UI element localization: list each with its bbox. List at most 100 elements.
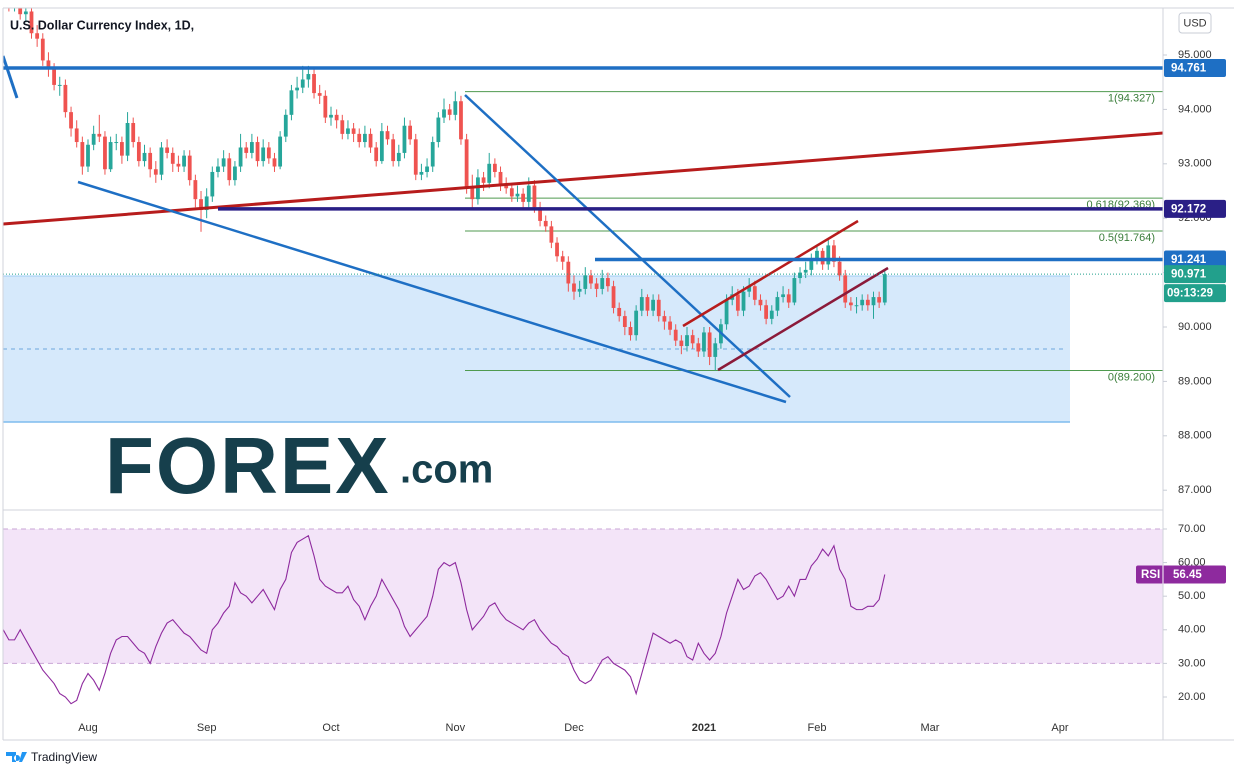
candle-body xyxy=(317,93,322,96)
candle-body xyxy=(589,275,593,284)
candle-body xyxy=(86,144,90,167)
candle-body xyxy=(594,283,599,289)
candle-body xyxy=(221,158,226,167)
candle-body xyxy=(781,294,785,298)
trendline xyxy=(3,55,19,99)
candle-body xyxy=(210,171,215,197)
candle-body xyxy=(656,299,661,317)
candle-body xyxy=(391,139,396,162)
candle-body xyxy=(628,326,633,336)
candle-body xyxy=(509,188,514,197)
candle-body xyxy=(600,278,605,289)
candle-body xyxy=(871,297,876,306)
rsi-tag-name: RSI xyxy=(1141,569,1160,581)
candle-body xyxy=(413,139,418,175)
candle-body xyxy=(289,90,294,115)
drawings xyxy=(3,275,1070,423)
candle-body xyxy=(216,166,220,172)
candle-body xyxy=(74,128,79,143)
candle-body xyxy=(758,299,763,306)
watermark-brand: FOREX xyxy=(105,421,391,510)
currency-label[interactable]: USD xyxy=(1183,17,1206,29)
candle-body xyxy=(165,147,170,153)
price-tick-label: 87.000 xyxy=(1178,484,1212,496)
candle-body xyxy=(103,136,107,170)
candle-body xyxy=(702,332,706,352)
candle-body xyxy=(854,305,859,307)
candle-body xyxy=(18,8,23,15)
chart-title: U.S. Dollar Currency Index, 1D, xyxy=(10,18,194,32)
candle-body xyxy=(447,109,452,115)
price-tick-label: 89.000 xyxy=(1178,375,1212,387)
currency-button[interactable] xyxy=(1178,12,1212,34)
x-tick-label: Oct xyxy=(322,722,339,734)
candle-body xyxy=(882,274,887,303)
candle-body xyxy=(826,245,831,265)
candle-body xyxy=(46,60,51,69)
candle-body xyxy=(668,321,672,330)
candle-body xyxy=(238,147,243,167)
candles xyxy=(8,8,887,371)
candle-body xyxy=(464,139,469,189)
candle-body xyxy=(617,307,622,317)
candle-body xyxy=(261,147,266,162)
level-tag: 94.761 xyxy=(1171,63,1207,75)
candle-body xyxy=(114,142,119,144)
candle-body xyxy=(340,120,345,134)
price-tick-label: 93.000 xyxy=(1178,158,1212,170)
candle-body xyxy=(278,136,283,167)
trendline xyxy=(3,131,1163,226)
candle-body xyxy=(272,158,277,167)
candle-body xyxy=(244,147,249,153)
footer: TradingView xyxy=(6,750,97,764)
candle-body xyxy=(442,109,446,118)
footer-brand[interactable]: TradingView xyxy=(31,750,97,764)
candle-body xyxy=(459,101,463,140)
candle-body xyxy=(481,177,486,183)
candle-body xyxy=(396,152,401,162)
channel-line xyxy=(682,219,859,328)
rsi-tag-bg xyxy=(1136,565,1226,584)
trendline xyxy=(464,94,791,398)
candle-body xyxy=(735,294,740,311)
candle-body xyxy=(555,242,559,257)
candle-body xyxy=(283,114,288,137)
candle-body xyxy=(120,142,124,156)
footer-logo xyxy=(6,752,27,762)
candle-body xyxy=(832,245,836,262)
candle-body xyxy=(97,133,102,137)
candle-body xyxy=(255,142,260,162)
candle-body xyxy=(583,275,588,289)
candle-body xyxy=(798,272,802,279)
x-tick-label: Apr xyxy=(1051,722,1068,734)
candle-body xyxy=(351,128,356,134)
candle-body xyxy=(385,131,390,140)
candle-body xyxy=(131,123,136,143)
price-tick-label: 94.000 xyxy=(1178,103,1212,115)
candle-body xyxy=(634,310,639,336)
price-tick-label: 90.000 xyxy=(1178,321,1212,333)
candle-body xyxy=(52,68,56,85)
candle-body xyxy=(357,133,362,143)
candle-body xyxy=(786,294,791,303)
candle-body xyxy=(560,256,565,262)
candle-body xyxy=(837,261,842,276)
candle-body xyxy=(323,95,328,118)
candle-body xyxy=(549,226,554,243)
rsi-tick-label: 60.00 xyxy=(1178,556,1206,568)
candle-body xyxy=(300,79,305,88)
candle-body xyxy=(492,163,497,172)
candle-body xyxy=(329,114,333,118)
candle-body xyxy=(91,133,96,145)
candle-body xyxy=(577,288,582,292)
price-tags: RSI 56.45 94.761 92.172 91.241 90.971 09:13:29 xyxy=(1136,59,1226,584)
candle-body xyxy=(741,291,746,311)
watermark: FOREX .com xyxy=(105,421,493,510)
level-tag: 91.241 xyxy=(1171,254,1207,266)
x-tick-label: 2021 xyxy=(692,722,716,734)
candle-body xyxy=(566,261,571,284)
rsi-tick-label: 40.00 xyxy=(1178,624,1206,636)
candle-body xyxy=(865,299,870,306)
candle-body xyxy=(368,133,373,148)
